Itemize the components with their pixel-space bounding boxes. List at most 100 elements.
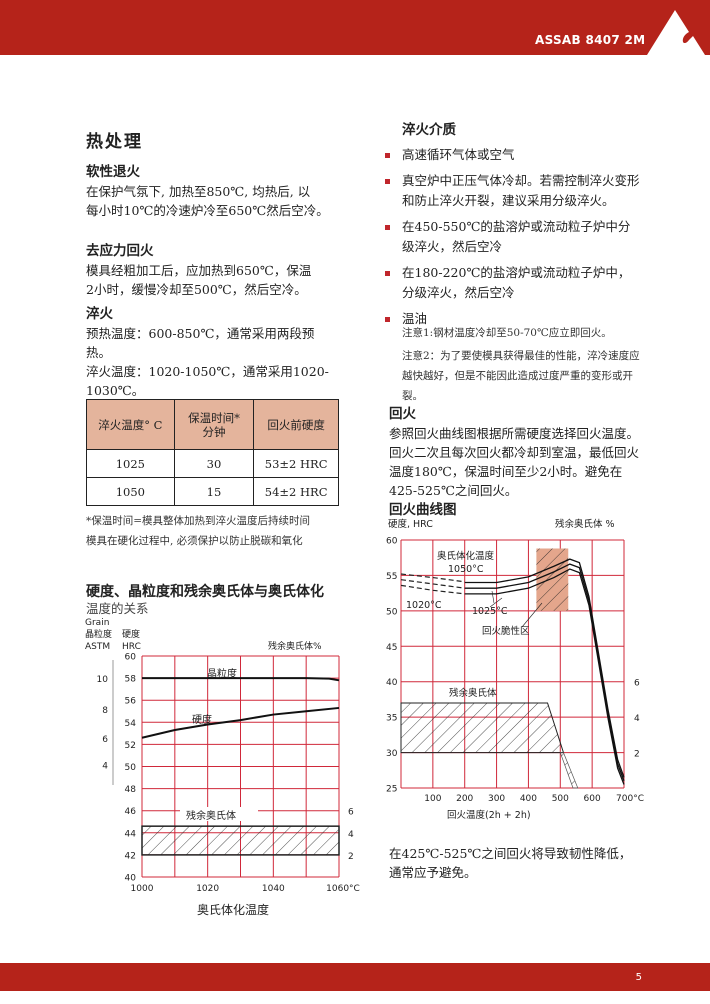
series-line-1	[141, 706, 340, 739]
series-line-2	[464, 568, 625, 785]
right-tick-label: 4	[634, 714, 640, 724]
section-line: 模具经粗加工后，应加热到650℃，保温	[86, 263, 312, 278]
section-line: 1030℃。	[86, 383, 145, 398]
section-line: 淬火温度：1020-1050℃，通常采用1020-	[86, 364, 329, 379]
section-2: 淬火预热温度：600-850℃，通常采用两段预 热。淬火温度：1020-1050℃…	[86, 305, 356, 400]
y-tick-label: 40	[125, 874, 137, 884]
media-item: 高速循环气体或空气	[383, 145, 641, 165]
table-row: 1050 15 54±2 HRC	[86, 477, 339, 506]
x-tick-label: 600	[584, 794, 601, 804]
y-tick-label: 30	[386, 749, 398, 759]
x-tick-label: 1000	[131, 884, 154, 894]
y-tick-label: 40	[386, 678, 398, 688]
x-tick-label: 1060°C	[326, 884, 360, 894]
grain-tick-label: 8	[102, 706, 108, 716]
y-tick-label: 44	[125, 829, 137, 839]
tempering-chart: 25 30 35 40 45 50 55 60 奥氏体化温度 1050°C 1025°C 1020°C…	[386, 518, 644, 821]
series-dashed-2	[400, 584, 465, 595]
retained-austenite-tail	[559, 752, 579, 789]
section-line: 预热温度：600-850℃，通常采用两段预	[86, 326, 315, 341]
left-axis-label: ASTM	[85, 642, 110, 652]
y-axis-label: HRC	[122, 642, 141, 652]
series-label: 1020°C	[406, 600, 442, 611]
series-dashed-1	[400, 579, 465, 589]
quench-notes: 注意1:钢材温度冷却至50-70℃应立即回火。 注意2：为了要使模具获得最佳的性能…	[402, 323, 640, 409]
y-tick-label: 52	[125, 741, 136, 751]
table-cell: 1025	[86, 449, 175, 478]
page-header: ASSAB 8407 2M	[0, 0, 710, 55]
y-tick-label: 46	[125, 807, 137, 817]
brittle-zone-label: 回火脆性区	[482, 625, 530, 637]
x-tick-label: 400	[520, 794, 537, 804]
section-0: 软性退火 在保护气氛下, 加热至850℃, 均热后, 以每小时10℃的冷速炉冷至6…	[86, 163, 356, 220]
section-line: 每小时10℃的冷速炉冷至650℃然后空冷。	[86, 203, 329, 218]
section-1: 去应力回火 模具经粗加工后，应加热到650℃，保温 2小时，缓慢冷却至500℃，然后…	[86, 242, 356, 299]
table-footnotes: *保温时间=模具整体加热到淬火温度后持续时间 模具在硬化过程中, 必须保护以防止脱…	[86, 511, 356, 551]
media-item: 在450-550℃的盐溶炉或流动粒子炉中分级淬火，然后空冷	[383, 217, 641, 257]
grain-tick-label: 6	[102, 735, 108, 745]
y-tick-label: 60	[125, 653, 137, 663]
leader-line	[521, 602, 543, 628]
section-line: 在保护气氛下, 加热至850℃, 均热后, 以	[86, 184, 311, 199]
assab-logo-icon	[647, 10, 705, 55]
quench-media-heading: 淬火介质	[402, 122, 456, 138]
hardness-austenitizing-chart: 4042444648505254565860残余奥氏体晶粒度硬度Grain晶粒度…	[85, 618, 360, 917]
quench-table-wrap: 淬火温度° C 保温时间* 分钟 回火前硬度 1025 30 53±2 HRC 1050 1…	[86, 399, 339, 506]
heat-treatment-title: 热处理	[86, 132, 143, 152]
x-tick-label: 100	[424, 794, 441, 804]
brittle-zone-hatch	[536, 548, 569, 611]
label-background	[180, 807, 258, 821]
table-cell: 1050	[86, 477, 175, 506]
footnote: 模具在硬化过程中, 必须保护以防止脱碳和氧化	[86, 535, 303, 547]
leader-line	[489, 597, 503, 608]
right-tick-label: 6	[634, 679, 640, 689]
left-sections: 软性退火 在保护气氛下, 加热至850℃, 均热后, 以每小时10℃的冷速炉冷至6…	[86, 163, 356, 406]
x-tick-label: 1020	[196, 884, 219, 894]
retained-austenite-band	[141, 825, 340, 856]
x-tick-label: 500	[552, 794, 569, 804]
series-label: 1025°C	[472, 606, 508, 617]
page-number: 5	[635, 972, 642, 983]
table-header-cell: 保温时间* 分钟	[173, 399, 255, 450]
left-axis-label: Grain	[85, 618, 109, 628]
y-axis-label: 硬度	[122, 628, 140, 640]
y-tick-label: 60	[386, 537, 398, 547]
table-cell: 30	[173, 449, 255, 478]
brand-name: ASSAB 8407 2M	[535, 33, 646, 47]
media-item: 在180-220℃的盐溶炉或流动粒子炉中，分级淬火，然后空冷	[383, 263, 641, 303]
x-axis-label: 奥氏体化温度	[197, 902, 269, 917]
note: 注意2：为了要使模具获得最佳的性能，淬冷速度应越快越好，但是不能因此造成过度严重…	[402, 350, 640, 402]
y-tick-label: 45	[386, 643, 397, 653]
band-label: 残余奥氏体	[186, 809, 236, 822]
y-axis-label: 硬度, HRC	[388, 518, 433, 530]
grain-tick-label: 4	[102, 761, 108, 771]
right-axis-label: 残余奥氏体 %	[555, 518, 615, 530]
media-item: 温油	[383, 309, 641, 329]
series-label: 晶粒度	[207, 667, 237, 680]
retained-austenite-label: 残余奥氏体	[449, 687, 497, 699]
y-tick-label: 50	[386, 607, 398, 617]
right-tick-label: 4	[348, 830, 354, 840]
y-tick-label: 58	[125, 675, 137, 685]
media-item: 真空炉中正压气体冷却。若需控制淬火变形和防止淬火开裂，建议采用分级淬火。	[383, 171, 641, 211]
section-heading: 淬火	[86, 306, 113, 322]
y-tick-label: 55	[386, 572, 397, 582]
y-tick-label: 48	[125, 785, 137, 795]
section-line: 热。	[86, 345, 112, 360]
table-header-cell: 回火前硬度	[253, 399, 339, 450]
series-line-1	[464, 563, 625, 782]
tempering-section: 回火 参照回火曲线图根据所需硬度选择回火温度。回火二次且每次回火都冷却到室温，最…	[389, 406, 640, 518]
x-tick-label: 300	[488, 794, 505, 804]
footnote: *保温时间=模具整体加热到淬火温度后持续时间	[86, 515, 311, 527]
tempering-warning: 在425℃-525℃之间回火将导致韧性降低，通常应予避免。	[389, 846, 632, 880]
series-dashed-0	[400, 573, 465, 583]
x-tick-label: 1040	[262, 884, 285, 894]
x-tick-label: 200	[456, 794, 473, 804]
annotation-title: 奥氏体化温度	[437, 550, 495, 562]
table-cell: 54±2 HRC	[253, 477, 339, 506]
section-heading: 去应力回火	[86, 243, 154, 259]
leader-line	[491, 590, 495, 604]
series-line-0	[464, 558, 625, 778]
table-cell: 53±2 HRC	[253, 449, 339, 478]
y-tick-label: 35	[386, 714, 397, 724]
